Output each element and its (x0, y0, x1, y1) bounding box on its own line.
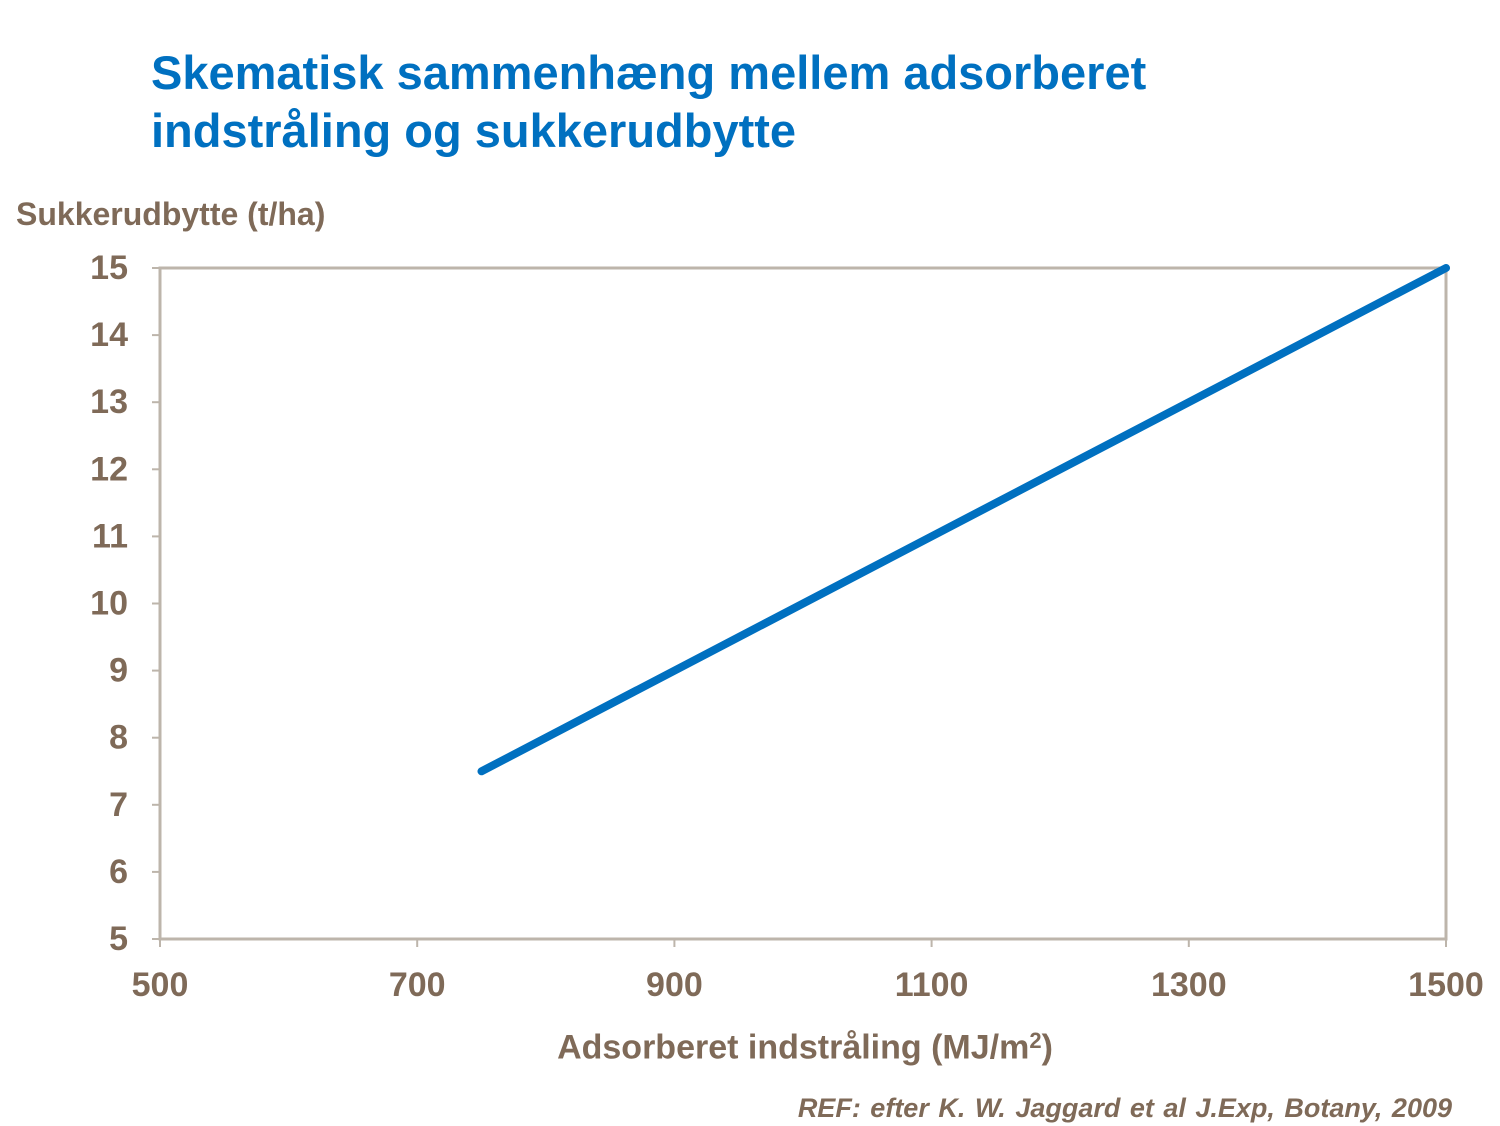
x-tick-label: 900 (646, 966, 703, 1004)
x-tick-label: 1300 (1151, 966, 1227, 1004)
y-tick-label: 6 (109, 853, 128, 891)
y-tick-label: 13 (90, 383, 128, 421)
reference-citation: REF: efter K. W. Jaggard et al J.Exp, Bo… (797, 1093, 1452, 1123)
chart-title-line-2: indstråling og sukkerudbytte (151, 104, 797, 157)
x-tick-label: 1100 (895, 966, 969, 1004)
x-tick-label: 1500 (1408, 966, 1484, 1004)
y-axis-label: Sukkerudbytte (t/ha) (16, 196, 326, 232)
x-axis-label-main: Adsorberet indstråling (MJ/m (557, 1028, 1030, 1067)
chart-title: Skematisk sammenhæng mellem adsorberet i… (151, 44, 1351, 160)
y-tick-label: 10 (90, 585, 128, 623)
y-tick-label: 9 (109, 652, 128, 690)
x-tick-label: 700 (389, 966, 446, 1004)
x-axis-label: Adsorberet indstråling (MJ/m2) (0, 1026, 1500, 1067)
chart-title-line-1: Skematisk sammenhæng mellem adsorberet (151, 46, 1147, 99)
x-tick-label: 500 (132, 966, 189, 1004)
y-tick-label: 11 (92, 517, 128, 555)
y-tick-label: 7 (109, 786, 128, 824)
y-tick-label: 15 (90, 249, 128, 287)
y-tick-label: 14 (90, 316, 128, 354)
series-line (477, 264, 1450, 776)
y-tick-label: 8 (109, 719, 128, 757)
x-axis-label-superscript: 2 (1029, 1028, 1042, 1053)
y-tick-label: 5 (109, 920, 128, 958)
x-axis-label-end: ) (1041, 1028, 1053, 1067)
y-tick-label: 12 (90, 450, 128, 488)
